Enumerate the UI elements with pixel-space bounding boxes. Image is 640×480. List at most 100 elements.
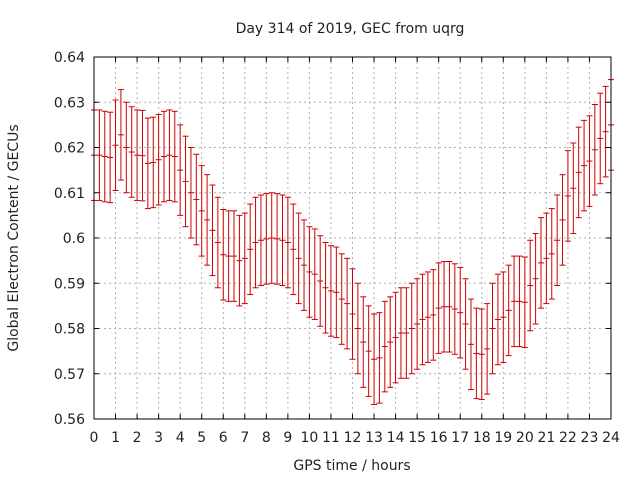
- data-point: [171, 110, 178, 203]
- data-point: [274, 193, 281, 285]
- data-point: [532, 232, 539, 325]
- data-point: [602, 85, 609, 178]
- x-tick-label: 10: [301, 430, 319, 446]
- data-point: [521, 256, 528, 349]
- data-point: [193, 153, 200, 246]
- data-point: [301, 219, 308, 311]
- data-point: [500, 271, 507, 363]
- data-point: [338, 253, 345, 345]
- data-point: [505, 264, 512, 357]
- data-point: [96, 109, 103, 201]
- data-point: [419, 273, 426, 366]
- chart-title: Day 314 of 2019, GEC from uqrg: [236, 21, 465, 37]
- data-point: [198, 165, 205, 257]
- x-tick-label: 6: [219, 430, 228, 446]
- data-point: [311, 228, 318, 320]
- data-point: [387, 296, 394, 388]
- data-series: [91, 79, 614, 406]
- data-point: [489, 282, 496, 375]
- tick-labels: 0 1 2 3 4 5 6 7 8 9 10 11 12 13 14 15 16 17 18 19 20 21 22 23 24…: [54, 50, 620, 446]
- y-tick-label: 0.64: [54, 50, 85, 66]
- x-tick-label: 0: [90, 430, 99, 446]
- x-tick-label: 2: [133, 430, 142, 446]
- data-point: [478, 308, 485, 401]
- data-point: [231, 210, 238, 302]
- data-point: [548, 208, 555, 300]
- data-point: [354, 282, 361, 375]
- data-point: [586, 115, 593, 207]
- data-point: [446, 261, 453, 353]
- y-tick-label: 0.58: [54, 322, 85, 338]
- y-tick-label: 0.6: [63, 231, 85, 247]
- x-tick-label: 8: [262, 430, 271, 446]
- y-axis-label: Global Electron Content / GECUs: [6, 124, 22, 351]
- x-axis-label: GPS time / hours: [293, 458, 410, 474]
- data-point: [123, 101, 130, 194]
- x-tick-label: 11: [322, 430, 340, 446]
- data-point: [236, 214, 243, 307]
- data-point: [161, 110, 168, 203]
- x-tick-label: 24: [602, 430, 620, 446]
- data-point: [204, 174, 211, 266]
- x-tick-label: 18: [473, 430, 491, 446]
- data-point: [543, 212, 550, 305]
- y-tick-label: 0.56: [54, 412, 85, 428]
- data-point: [451, 263, 458, 355]
- y-tick-label: 0.59: [54, 276, 85, 292]
- data-point: [484, 303, 491, 395]
- x-tick-label: 22: [559, 430, 577, 446]
- data-point: [371, 313, 378, 406]
- data-point: [376, 312, 383, 404]
- data-point: [225, 210, 232, 302]
- x-tick-label: 17: [451, 430, 469, 446]
- y-tick-label: 0.57: [54, 367, 85, 383]
- data-point: [139, 109, 146, 202]
- data-point: [473, 307, 480, 400]
- data-point: [101, 110, 108, 203]
- data-point: [511, 255, 518, 348]
- x-tick-label: 4: [176, 430, 185, 446]
- data-point: [322, 242, 329, 334]
- data-point: [591, 104, 598, 196]
- data-point: [570, 142, 577, 234]
- x-tick-label: 12: [344, 430, 362, 446]
- data-point: [441, 261, 448, 353]
- data-point: [117, 89, 124, 181]
- x-tick-label: 1: [111, 430, 120, 446]
- data-point: [397, 287, 404, 379]
- x-tick-label: 14: [387, 430, 405, 446]
- data-point: [537, 217, 544, 309]
- data-point: [559, 174, 566, 266]
- x-tick-label: 23: [581, 430, 599, 446]
- data-point: [155, 113, 162, 206]
- data-point: [284, 196, 291, 289]
- data-point: [527, 239, 534, 332]
- data-point: [516, 255, 523, 348]
- y-tick-label: 0.61: [54, 186, 85, 202]
- data-point: [263, 193, 270, 285]
- y-tick-label: 0.63: [54, 95, 85, 111]
- data-point: [107, 111, 114, 204]
- data-point: [290, 203, 297, 296]
- data-point: [457, 266, 464, 359]
- data-point: [349, 268, 356, 360]
- data-point: [327, 245, 334, 337]
- data-point: [408, 282, 415, 375]
- data-point: [187, 147, 194, 239]
- data-point: [414, 278, 421, 370]
- data-point: [392, 291, 399, 384]
- data-point: [344, 257, 351, 350]
- data-point: [581, 119, 588, 212]
- data-point: [365, 305, 372, 397]
- data-point: [182, 135, 189, 228]
- data-point: [257, 194, 264, 287]
- data-point: [430, 269, 437, 361]
- x-tick-label: 5: [197, 430, 206, 446]
- data-point: [424, 271, 431, 363]
- data-point: [150, 116, 157, 209]
- data-point: [333, 246, 340, 339]
- x-tick-label: 15: [408, 430, 426, 446]
- x-tick-label: 7: [240, 430, 249, 446]
- y-tick-label: 0.62: [54, 141, 85, 157]
- data-point: [112, 99, 119, 191]
